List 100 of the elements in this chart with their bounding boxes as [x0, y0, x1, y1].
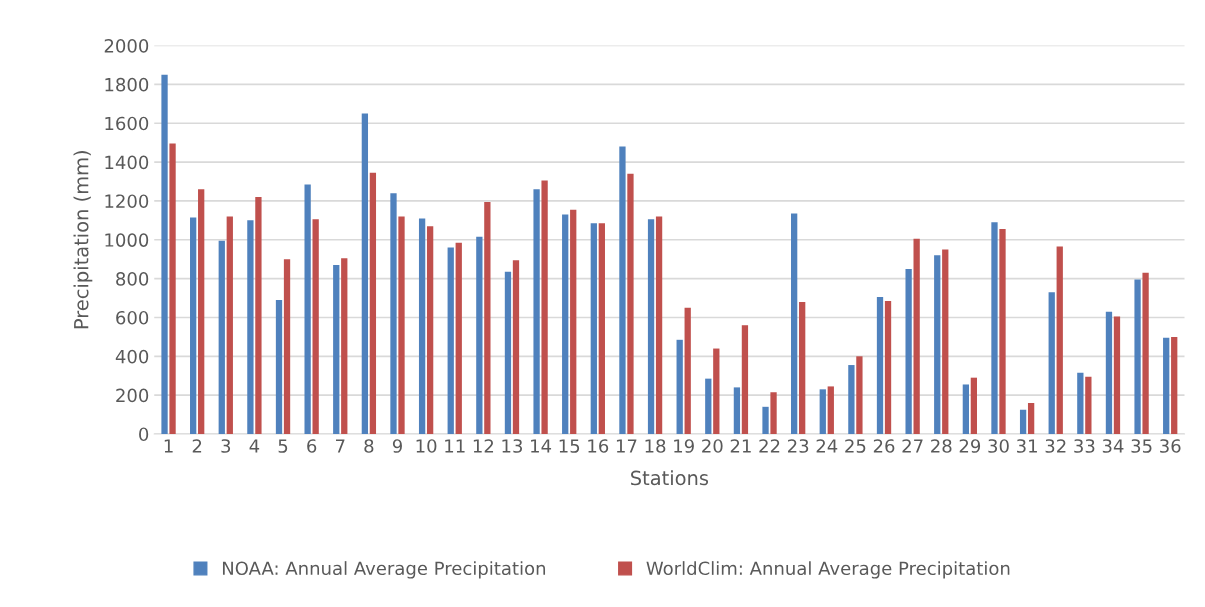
bar [418, 218, 426, 434]
bar [562, 214, 569, 434]
y-tick-label: 400 [115, 349, 149, 364]
bar [876, 297, 884, 434]
x-tick-label: 28 [931, 439, 952, 453]
x-tick-label: 24 [816, 439, 838, 453]
x-tick-label: 15 [559, 439, 580, 453]
x-tick-label: 19 [674, 439, 694, 453]
bar [390, 193, 397, 434]
bar [247, 220, 254, 434]
bar [218, 240, 225, 434]
bar [991, 222, 998, 434]
bar [369, 172, 377, 434]
x-tick-label: 1 [164, 439, 173, 453]
bar [799, 301, 806, 434]
bar [684, 307, 691, 434]
x-tick-label: 36 [1160, 439, 1181, 453]
x-tick-label: 7 [336, 439, 345, 453]
bar [226, 216, 233, 434]
bar [570, 209, 577, 434]
bar [655, 216, 663, 434]
bar [970, 377, 978, 434]
bar [856, 356, 863, 434]
y-tick-label: 200 [116, 388, 149, 403]
bar [1056, 246, 1063, 434]
x-tick-label: 23 [788, 439, 809, 453]
bar [713, 348, 720, 434]
y-tick-label: 600 [116, 310, 149, 325]
bar [161, 74, 168, 434]
bar [942, 249, 949, 434]
bar [770, 392, 777, 434]
bar [426, 226, 434, 434]
x-tick-label: 12 [473, 439, 494, 453]
x-tick-label: 4 [249, 439, 260, 453]
x-tick-label: 30 [988, 439, 1009, 453]
bar [590, 223, 597, 434]
bar [647, 219, 655, 434]
bar [398, 216, 405, 434]
x-axis-title: Stations [631, 470, 709, 486]
bar [676, 339, 683, 434]
x-tick-label: 3 [221, 439, 231, 453]
bar [1085, 376, 1092, 434]
x-tick-label: 16 [588, 439, 609, 453]
x-tick-label: 10 [416, 439, 437, 453]
legend-label: NOAA: Annual Average Precipitation [222, 561, 546, 579]
bar [312, 219, 319, 434]
bar [198, 189, 205, 434]
bar [533, 189, 540, 434]
x-tick-label: 18 [645, 439, 666, 453]
bar [304, 184, 311, 434]
bar [1171, 336, 1178, 434]
bar [1077, 372, 1084, 434]
bar [1105, 311, 1113, 434]
x-tick-label: 35 [1131, 439, 1152, 453]
x-tick-label: 11 [445, 439, 465, 453]
y-tick-label: 1600 [105, 116, 149, 131]
x-tick-label: 21 [730, 439, 751, 453]
x-tick-label: 2 [192, 439, 202, 453]
x-tick-label: 33 [1074, 439, 1095, 453]
bar [827, 386, 834, 434]
x-tick-label: 17 [616, 439, 637, 453]
bar [512, 260, 520, 434]
bar [255, 197, 262, 434]
bar [598, 223, 605, 434]
bar [1134, 279, 1141, 434]
bar [905, 268, 912, 434]
legend-label: WorldClim: Annual Average Precipitation [646, 561, 1010, 579]
x-tick-label: 20 [702, 439, 723, 453]
bar [1048, 292, 1055, 434]
y-tick-label: 1400 [105, 155, 149, 170]
bar [541, 180, 548, 434]
bar [169, 143, 176, 434]
bar [275, 299, 283, 434]
x-tick-label: 27 [902, 439, 923, 453]
bar [504, 271, 512, 434]
y-tick-label: 2000 [104, 38, 149, 53]
x-tick-label: 14 [531, 439, 552, 453]
y-tick-label: 800 [116, 272, 149, 286]
bar [1113, 316, 1121, 434]
x-tick-label: 26 [873, 439, 895, 453]
x-tick-label: 29 [959, 439, 981, 453]
bar [1027, 402, 1035, 434]
bar [283, 259, 291, 434]
bar [913, 238, 920, 434]
bar [341, 258, 348, 434]
bar [705, 378, 712, 434]
bar [848, 365, 855, 434]
x-tick-label: 6 [307, 439, 317, 453]
bar [619, 146, 626, 434]
y-tick-label: 1800 [105, 77, 149, 92]
x-tick-label: 8 [364, 439, 374, 453]
bar [962, 384, 970, 434]
bar [934, 255, 941, 434]
bar [627, 173, 634, 434]
bar [484, 201, 491, 434]
bar [1019, 409, 1027, 434]
bar [476, 236, 483, 434]
y-tick-label: 0 [139, 427, 149, 442]
bar [819, 389, 826, 434]
bar [447, 247, 454, 434]
